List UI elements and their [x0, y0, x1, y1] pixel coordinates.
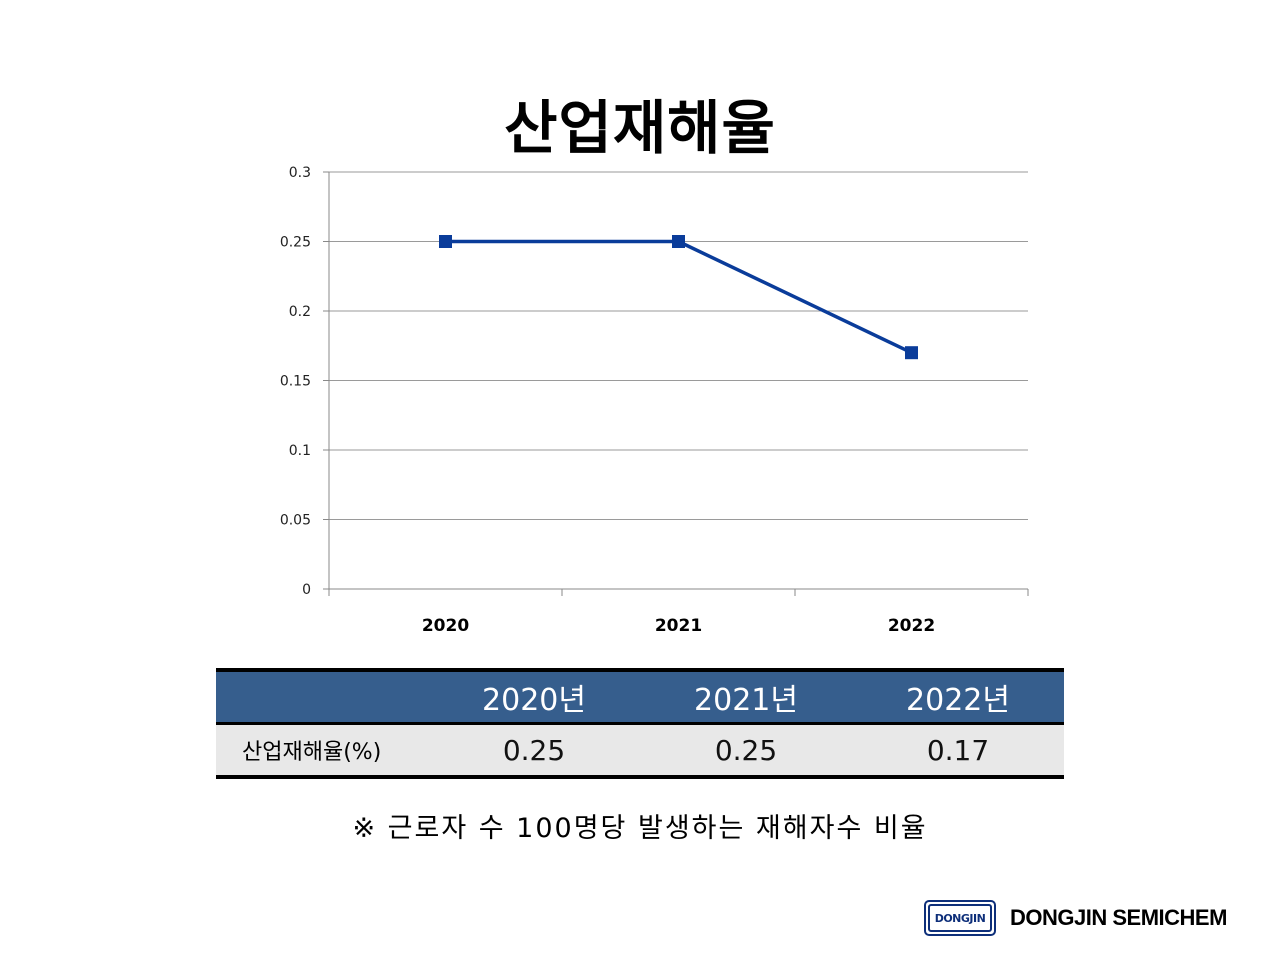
footnote: ※ 근로자 수 100명당 발생하는 재해자수 비율 [352, 813, 928, 844]
table-header-2021: 2021년 [694, 683, 798, 718]
chart-title: 산업재해율 [504, 94, 776, 162]
table-row-label: 산업재해율(%) [242, 740, 382, 765]
logo-badge-text: DONGJIN [928, 904, 992, 932]
table-header-2022: 2022년 [906, 683, 1010, 718]
y-tick-label: 0.2 [289, 304, 311, 320]
data-point [439, 235, 452, 248]
x-tick-label: 2022 [888, 616, 935, 636]
series-line [445, 239, 913, 355]
y-tick-label: 0.25 [280, 235, 311, 251]
table-header-empty [216, 672, 428, 722]
y-tick-label: 0 [302, 582, 311, 598]
line-chart: 0 0.05 0.1 0.15 0.2 0.25 0.3 2020 2021 2022 [280, 165, 1029, 636]
data-table: 2020년 2021년 2022년 산업재해율(%) 0.25 0.25 0.1… [216, 668, 1064, 779]
table-cell-2020: 0.25 [502, 733, 566, 767]
logo-badge-icon: DONGJIN [924, 900, 996, 936]
y-tick-label: 0.05 [280, 513, 311, 529]
data-point [905, 346, 918, 360]
y-tick-label: 0.15 [280, 374, 311, 390]
table-header-2020: 2020년 [482, 683, 586, 718]
table-cell-2022: 0.17 [926, 733, 990, 767]
table-cell-2021: 0.25 [714, 733, 778, 767]
company-logo: DONGJIN DONGJIN SEMICHEM [924, 900, 1227, 936]
y-tick-label: 0.3 [289, 165, 311, 181]
data-point [672, 235, 685, 248]
company-name: DONGJIN SEMICHEM [1010, 905, 1227, 930]
table-header-row: 2020년 2021년 2022년 [216, 672, 1064, 725]
x-tick-label: 2021 [655, 616, 702, 636]
table-row: 산업재해율(%) 0.25 0.25 0.17 [216, 725, 1064, 775]
x-tick-label: 2020 [422, 616, 469, 636]
y-tick-label: 0.1 [289, 443, 311, 459]
